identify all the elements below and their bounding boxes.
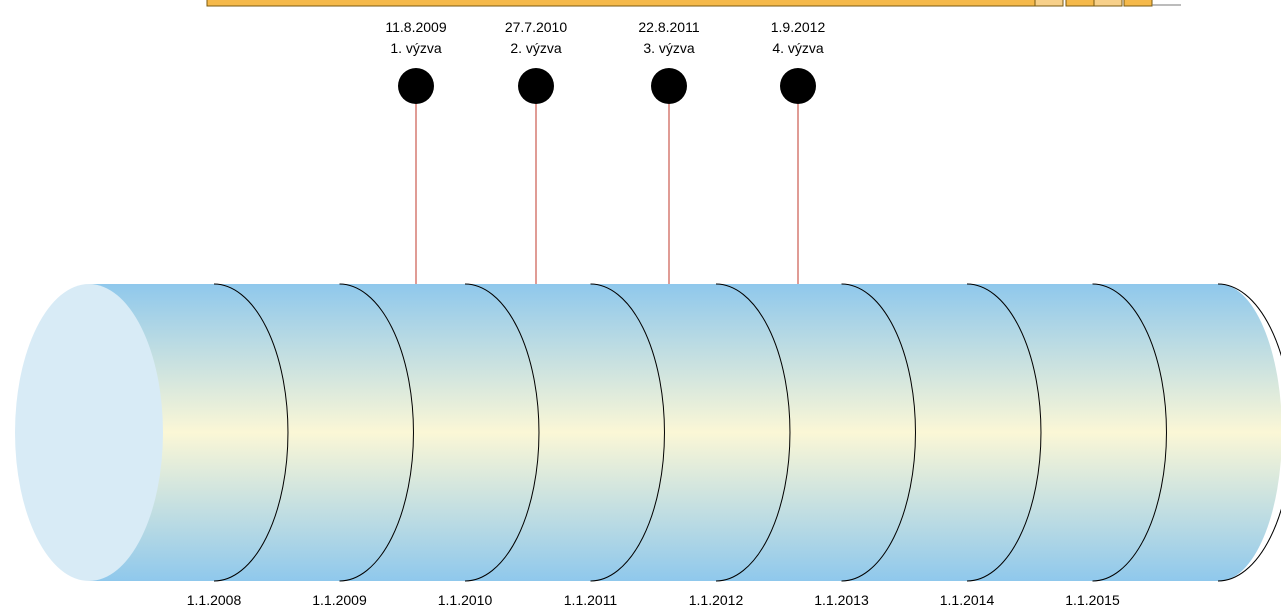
milestone-date: 22.8.2011 — [638, 19, 699, 35]
milestones: 11.8.2009 1. výzva 27.7.2010 2. výzva 22.8.2… — [385, 19, 825, 284]
milestone: 1.9.2012 4. výzva — [771, 19, 826, 284]
milestone-date: 27.7.2010 — [505, 19, 567, 35]
year-label: 1.1.2009 — [312, 592, 367, 608]
year-band-line — [213, 283, 289, 582]
year-band-lines — [213, 283, 1281, 582]
year-band-line — [464, 283, 540, 582]
year-label: 1.1.2010 — [438, 592, 493, 608]
top-bar-main — [206, 0, 1036, 7]
cylinder-body — [89, 284, 1219, 581]
milestone-date: 1.9.2012 — [771, 19, 826, 35]
cylinder-right-end — [1156, 284, 1281, 581]
milestone: 11.8.2009 1. výzva — [385, 19, 447, 284]
year-band-line — [1217, 283, 1281, 582]
year-label: 1.1.2012 — [689, 592, 744, 608]
year-band-line — [841, 283, 916, 582]
year-band-line — [715, 283, 791, 582]
top-bar-seg-2 — [1065, 0, 1095, 7]
cylinder-cap — [15, 284, 163, 581]
milestone: 22.8.2011 3. výzva — [638, 19, 700, 284]
milestone-label: 2. výzva — [510, 40, 562, 56]
timeline-cylinder — [15, 283, 1281, 582]
milestone-label: 4. výzva — [772, 40, 824, 56]
milestone-date: 11.8.2009 — [385, 19, 446, 35]
top-bar-seg-3 — [1093, 0, 1123, 7]
top-bar — [206, 0, 1181, 7]
top-bar-seg-4 — [1123, 0, 1153, 7]
year-label: 1.1.2014 — [940, 592, 995, 608]
year-label: 1.1.2011 — [564, 592, 618, 608]
milestone: 27.7.2010 2. výzva — [505, 19, 567, 284]
year-band-line — [590, 283, 665, 582]
year-label: 1.1.2008 — [187, 592, 242, 608]
year-labels: 1.1.2008 1.1.2009 1.1.2010 1.1.2011 1.1.2012… — [187, 592, 1120, 608]
year-band-line — [1092, 283, 1167, 582]
year-band-line — [966, 283, 1042, 582]
year-label: 1.1.2015 — [1065, 592, 1120, 608]
year-label: 1.1.2013 — [814, 592, 869, 608]
milestone-label: 3. výzva — [643, 40, 695, 56]
year-band-line — [339, 283, 414, 582]
milestone-dot — [651, 68, 687, 104]
milestone-label: 1. výzva — [390, 40, 442, 56]
milestone-dot — [518, 68, 554, 104]
top-bar-seg-1 — [1034, 0, 1064, 7]
milestone-dot — [398, 68, 434, 104]
milestone-dot — [780, 68, 816, 104]
